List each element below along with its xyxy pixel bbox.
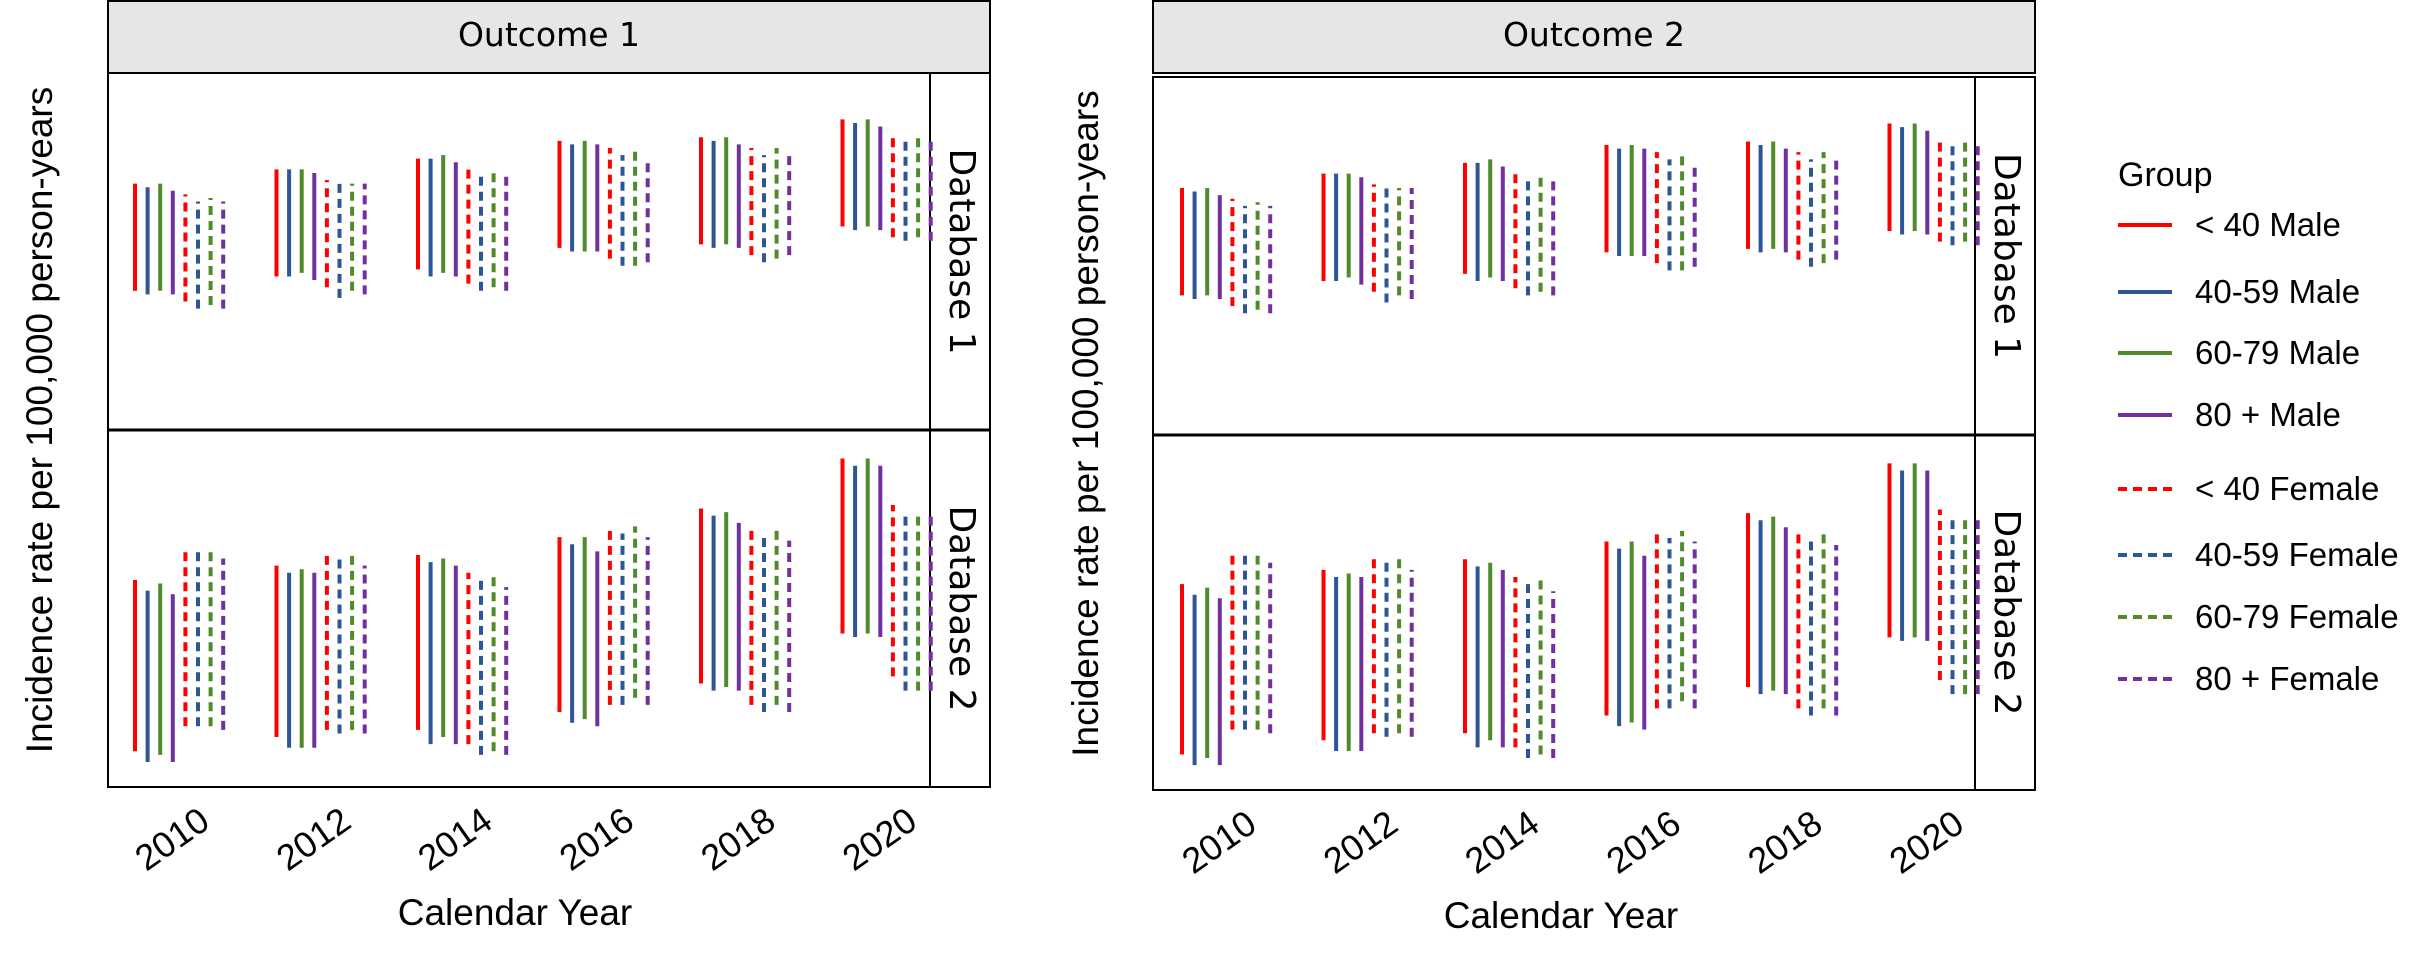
legend-label-80-female: 80 + Female <box>2195 660 2379 697</box>
outcome-2-strip <box>1152 0 2036 74</box>
outcome-1-strip <box>107 0 991 74</box>
outcome-1-x-tick-2018: 2018 <box>693 799 782 879</box>
outcome-2-x-tick-2016: 2016 <box>1599 802 1688 882</box>
outcome-2-y-axis-title: Incidence rate per 100,000 person-years <box>1065 90 1106 756</box>
legend-label--40-male: < 40 Male <box>2195 206 2341 243</box>
outcome-1-x-tick-2012: 2012 <box>269 799 358 879</box>
legend-title: Group <box>2118 156 2213 194</box>
outcome-1-db-1-side-label: Database 1 <box>941 148 982 354</box>
outcome-1-x-tick-2016: 2016 <box>552 799 641 879</box>
outcome-2-x-tick-2012: 2012 <box>1316 802 1405 882</box>
outcome-2-db-2-side-label: Database 2 <box>1986 509 2027 715</box>
outcome-1-x-tick-2020: 2020 <box>835 799 924 879</box>
outcome-2-x-tick-2018: 2018 <box>1740 802 1829 882</box>
outcome-2-x-tick-2010: 2010 <box>1174 802 1263 882</box>
outcome-1-db-2-side-label: Database 2 <box>941 505 982 711</box>
outcome-1-x-tick-2014: 2014 <box>410 799 499 879</box>
legend-label-80-male: 80 + Male <box>2195 396 2341 433</box>
outcome-2-x-axis-title: Calendar Year <box>1444 895 1679 936</box>
outcome-2-db-1-side-label: Database 1 <box>1986 153 2027 359</box>
legend-label--40-female: < 40 Female <box>2195 470 2379 507</box>
legend: Group < 40 Male 40-59 Male 60-79 Male 80 + M… <box>2118 156 2399 697</box>
legend-label-60-79-female: 60-79 Female <box>2195 598 2399 635</box>
outcome-1-x-tick-2010: 2010 <box>127 799 216 879</box>
outcome-1-y-axis-title: Incidence rate per 100,000 person-years <box>19 87 60 753</box>
outcome-2-strip-label: Outcome 2 <box>1503 15 1685 54</box>
legend-label-40-59-male: 40-59 Male <box>2195 273 2360 310</box>
outcome-1-strip-label: Outcome 1 <box>458 15 640 54</box>
outcome-2-x-tick-2014: 2014 <box>1457 802 1546 882</box>
outcome-2-x-tick-2020: 2020 <box>1882 802 1971 882</box>
legend-label-40-59-female: 40-59 Female <box>2195 536 2399 573</box>
outcome-1-x-axis-title: Calendar Year <box>398 892 633 933</box>
legend-label-60-79-male: 60-79 Male <box>2195 334 2360 371</box>
